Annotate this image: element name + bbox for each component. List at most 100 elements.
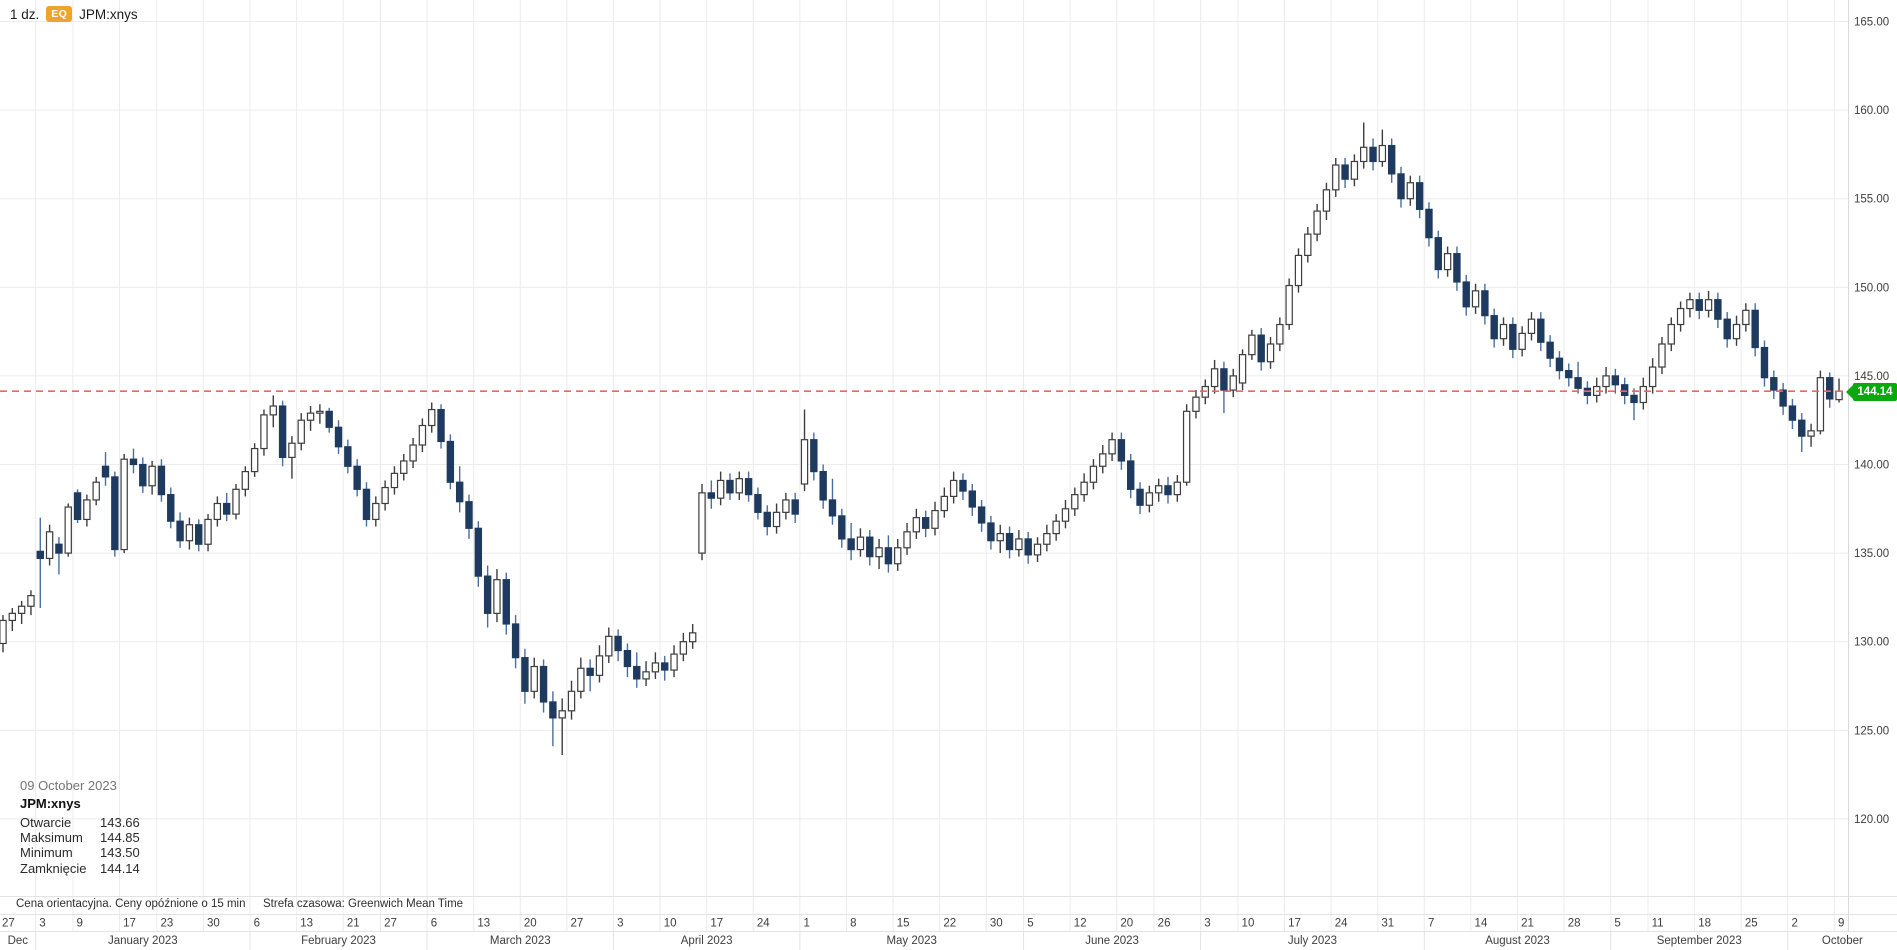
date-tick-label[interactable]: 20 xyxy=(1120,918,1133,930)
month-label[interactable]: January 2023 xyxy=(108,935,178,947)
interval-label[interactable]: 1 dz. xyxy=(10,6,40,22)
price-axis-label[interactable]: 140.00 xyxy=(1854,460,1889,472)
candle-body xyxy=(1332,164,1340,191)
date-tick-label[interactable]: 1 xyxy=(804,918,810,930)
date-tick-label[interactable]: 5 xyxy=(1614,918,1620,930)
candle-body xyxy=(390,472,399,489)
candle-body xyxy=(1304,233,1312,257)
price-axis-label[interactable]: 125.00 xyxy=(1854,725,1889,737)
date-tick-label[interactable]: 7 xyxy=(1428,918,1434,930)
month-label[interactable]: May 2023 xyxy=(886,935,937,947)
date-tick-label[interactable]: 31 xyxy=(1381,918,1394,930)
price-axis-label[interactable]: 160.00 xyxy=(1854,105,1889,117)
date-tick-label[interactable]: 14 xyxy=(1475,918,1488,930)
date-tick-label[interactable]: 30 xyxy=(207,918,220,930)
candle-body xyxy=(1742,309,1750,326)
candle-body xyxy=(1089,465,1098,483)
price-axis-label[interactable]: 130.00 xyxy=(1854,637,1889,649)
date-tick-label[interactable]: 30 xyxy=(990,918,1003,930)
date-tick-label[interactable]: 3 xyxy=(1204,918,1210,930)
candle-body xyxy=(1350,160,1359,180)
date-tick-label[interactable]: 9 xyxy=(1838,918,1844,930)
date-tick-label[interactable]: 27 xyxy=(2,918,15,930)
month-label[interactable]: March 2023 xyxy=(490,935,551,947)
date-tick-label[interactable]: 28 xyxy=(1568,918,1581,930)
month-label[interactable]: August 2023 xyxy=(1485,935,1550,947)
month-label[interactable]: April 2023 xyxy=(681,935,733,947)
price-axis-label[interactable]: 165.00 xyxy=(1854,17,1889,29)
symbol-label[interactable]: JPM:xnys xyxy=(79,6,138,22)
candle-body xyxy=(1630,394,1638,404)
candle-body xyxy=(325,410,333,428)
month-label[interactable]: June 2023 xyxy=(1085,935,1139,947)
candle-body xyxy=(1071,494,1079,510)
date-tick-label[interactable]: 6 xyxy=(431,918,437,930)
candle-body xyxy=(586,667,594,676)
date-tick-label[interactable]: 21 xyxy=(347,918,360,930)
disclaimer-bar: Cena orientacyjna. Ceny opóźnione o 15 m… xyxy=(0,898,1897,914)
date-tick-label[interactable]: 24 xyxy=(1335,918,1348,930)
candle-body xyxy=(428,408,436,427)
candle-body xyxy=(1052,520,1060,535)
candle-body xyxy=(372,502,380,521)
date-tick-label[interactable]: 5 xyxy=(1027,918,1033,930)
candle-body xyxy=(661,662,669,671)
date-tick-label[interactable]: 27 xyxy=(384,918,397,930)
date-tick-label[interactable]: 17 xyxy=(710,918,723,930)
candle-body xyxy=(1788,405,1797,421)
candle-body xyxy=(241,470,250,490)
date-tick-label[interactable]: 18 xyxy=(1698,918,1711,930)
date-tick-label[interactable]: 17 xyxy=(1288,918,1301,930)
candle-body xyxy=(437,408,445,443)
date-tick-label[interactable]: 3 xyxy=(617,918,623,930)
date-tick-label[interactable]: 20 xyxy=(524,918,537,930)
candle-body xyxy=(1406,182,1415,200)
tooltip-symbol: JPM:xnys xyxy=(20,796,81,811)
date-tick-label[interactable]: 13 xyxy=(300,918,313,930)
candle-body xyxy=(381,486,389,505)
candle-body xyxy=(101,465,110,478)
date-tick-label[interactable]: 3 xyxy=(39,918,45,930)
candle-body xyxy=(1751,309,1759,349)
month-label[interactable]: Dec xyxy=(8,935,29,947)
date-tick-label[interactable]: 12 xyxy=(1074,918,1087,930)
date-tick-label[interactable]: 10 xyxy=(664,918,677,930)
price-axis-label[interactable]: 150.00 xyxy=(1854,282,1889,294)
price-axis-label[interactable]: 155.00 xyxy=(1854,194,1889,206)
date-tick-label[interactable]: 10 xyxy=(1242,918,1255,930)
date-tick-label[interactable]: 8 xyxy=(850,918,856,930)
date-tick-label[interactable]: 9 xyxy=(77,918,83,930)
date-tick-label[interactable]: 11 xyxy=(1652,918,1664,930)
date-tick-label[interactable]: 27 xyxy=(571,918,584,930)
date-tick-label[interactable]: 25 xyxy=(1745,918,1758,930)
date-tick-label[interactable]: 22 xyxy=(943,918,956,930)
date-tick-label[interactable]: 13 xyxy=(477,918,490,930)
date-tick-label[interactable]: 26 xyxy=(1158,918,1171,930)
date-tick-label[interactable]: 24 xyxy=(757,918,770,930)
price-axis-label[interactable]: 135.00 xyxy=(1854,548,1889,560)
candle-body xyxy=(269,405,277,416)
month-label[interactable]: September 2023 xyxy=(1657,935,1742,947)
date-tick-label[interactable]: 23 xyxy=(160,918,173,930)
date-tick-label[interactable]: 2 xyxy=(1791,918,1797,930)
date-tick-label[interactable]: 17 xyxy=(123,918,136,930)
candle-body xyxy=(362,488,371,521)
date-tick-label[interactable]: 15 xyxy=(897,918,910,930)
candle-body xyxy=(1537,318,1545,343)
candle-body xyxy=(987,522,995,542)
month-label[interactable]: October xyxy=(1822,935,1863,947)
candle-body xyxy=(1453,253,1461,283)
candle-body xyxy=(838,515,846,540)
candle-body xyxy=(856,536,865,551)
date-tick-label[interactable]: 6 xyxy=(254,918,260,930)
candle-body xyxy=(716,479,725,499)
candle-body xyxy=(1490,315,1498,340)
month-label[interactable]: July 2023 xyxy=(1288,935,1337,947)
candle-body xyxy=(744,478,753,496)
candle-body xyxy=(651,662,660,673)
price-axis-label[interactable]: 120.00 xyxy=(1854,814,1889,826)
price-axis-label[interactable]: 145.00 xyxy=(1854,371,1889,383)
date-tick-label[interactable]: 21 xyxy=(1521,918,1534,930)
month-label[interactable]: February 2023 xyxy=(301,935,376,947)
